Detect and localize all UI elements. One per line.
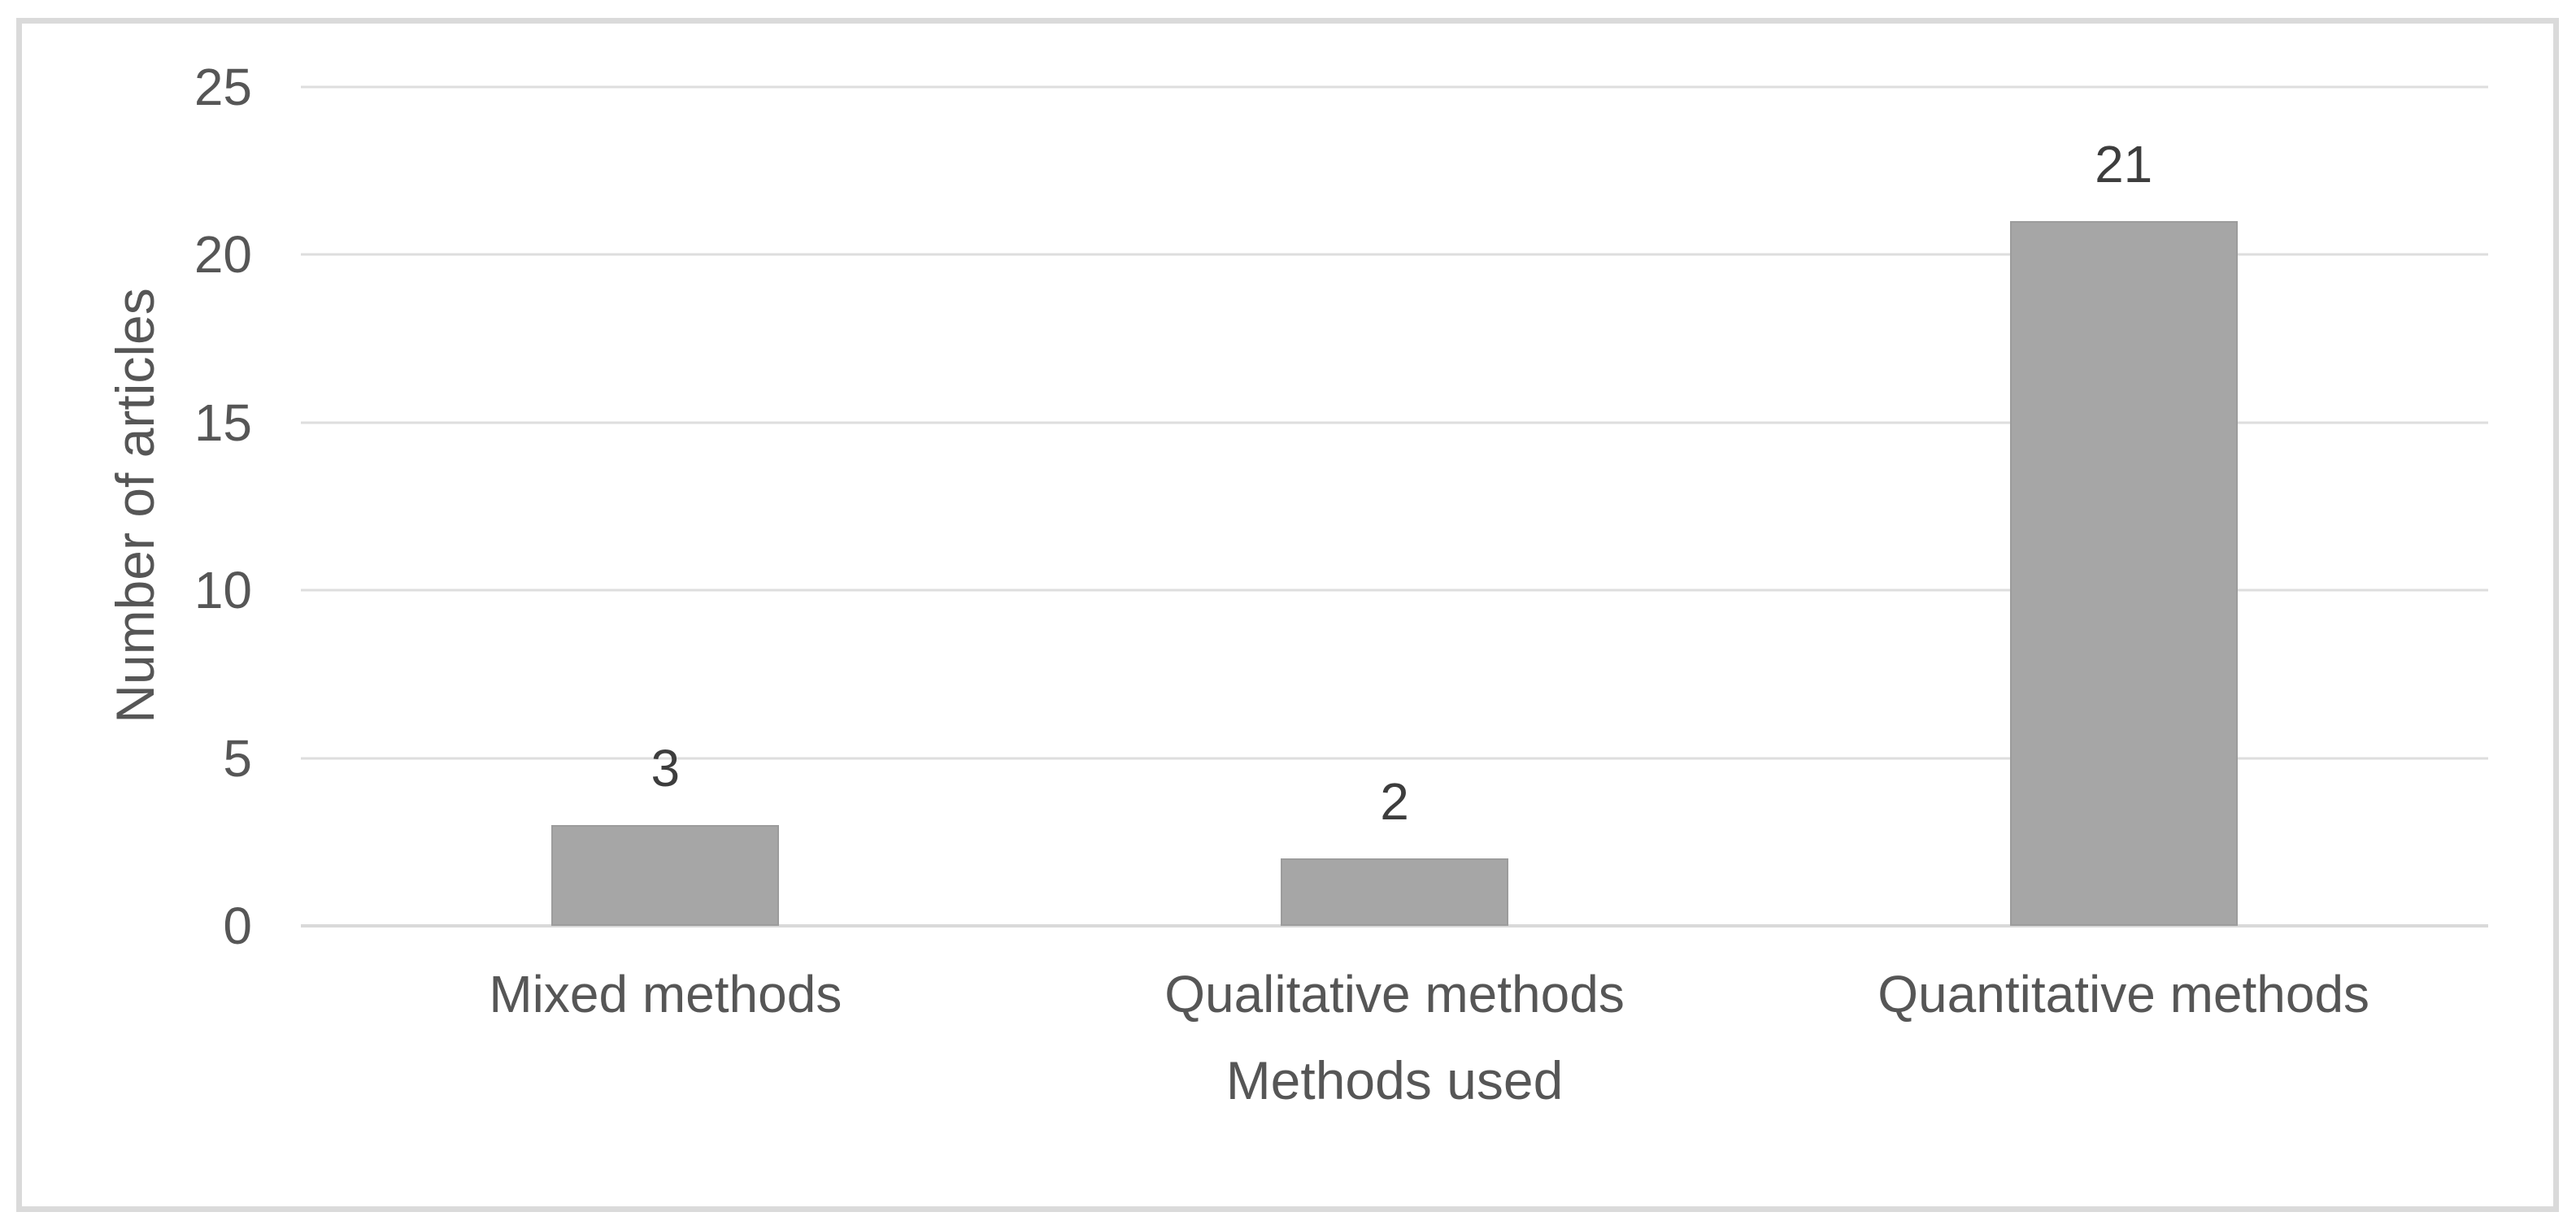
y-tick-label-10: 10: [194, 561, 252, 620]
bar-value-label-mixed-methods: 3: [651, 739, 681, 798]
gridline-10: [301, 589, 2488, 592]
bar-value-label-quantitative-methods: 21: [2095, 135, 2153, 194]
gridline-25: [301, 85, 2488, 89]
bar-value-label-qualitative-methods: 2: [1380, 772, 1409, 832]
gridline-15: [301, 421, 2488, 424]
gridline-20: [301, 253, 2488, 256]
x-category-label-qualitative-methods: Qualitative methods: [1164, 965, 1625, 1023]
bar-quantitative-methods: [2009, 221, 2238, 926]
chart-border-frame: [16, 18, 2559, 1212]
gridline-5: [301, 757, 2488, 760]
y-tick-label-20: 20: [194, 225, 252, 285]
plot-area: 0 5 10 15 20 25 3 Mixed methods 2 Qualitative met…: [194, 61, 2488, 1020]
x-category-label-mixed-methods: Mixed methods: [489, 965, 842, 1023]
x-category-label-quantitative-methods: Quantitative methods: [1878, 965, 2370, 1023]
x-axis-title: Methods used: [1225, 1050, 1564, 1110]
bar-qualitative-methods: [1281, 858, 1508, 926]
bar-mixed-methods: [551, 825, 780, 926]
y-tick-label-5: 5: [223, 728, 252, 788]
y-tick-label-25: 25: [194, 58, 252, 116]
y-tick-label-15: 15: [194, 393, 252, 452]
x-axis-line: [301, 924, 2488, 927]
y-tick-label-0: 0: [223, 897, 252, 955]
y-axis-title: Number of articles: [105, 288, 165, 723]
